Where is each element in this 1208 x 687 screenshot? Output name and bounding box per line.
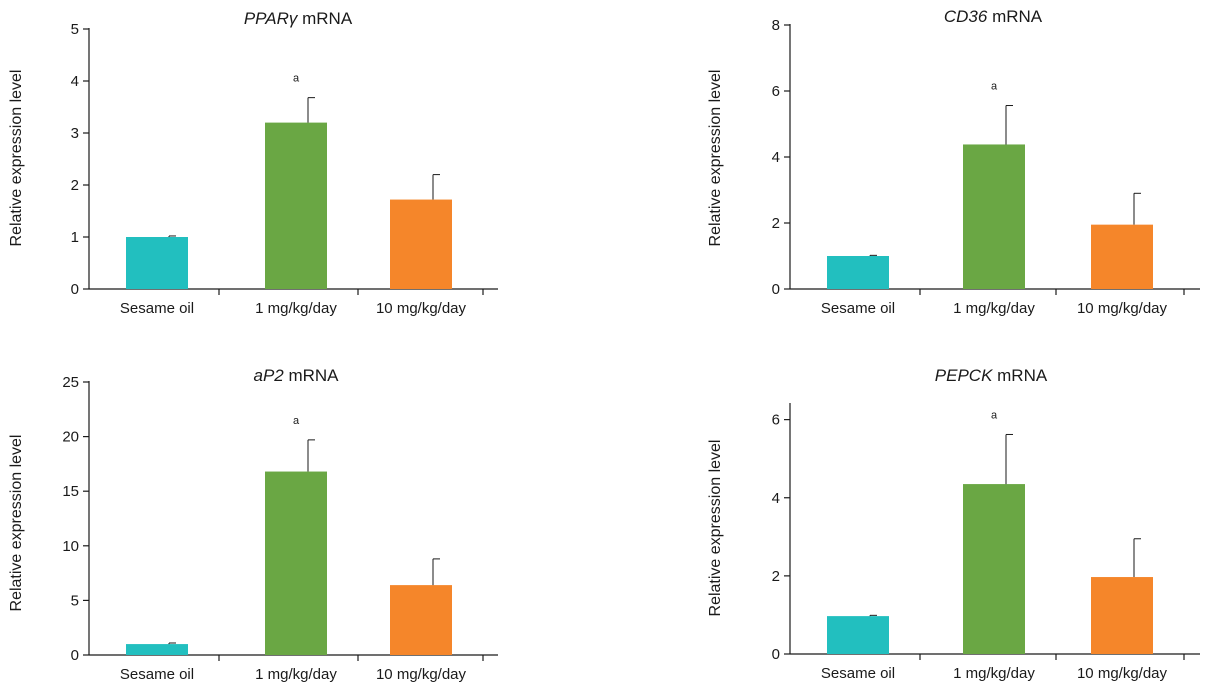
chart-title: PPARγ mRNA <box>244 9 353 28</box>
y-tick-label: 4 <box>772 490 780 507</box>
y-tick-label: 2 <box>71 177 79 194</box>
chart-title-gene: aP2 <box>253 366 284 385</box>
pparg-chart: PPARγ mRNA Relative expression level 0 1 2 3 4… <box>0 0 600 340</box>
x-tick-label: 10 mg/kg/day <box>1077 665 1168 682</box>
chart-title-suffix: mRNA <box>297 9 352 28</box>
ap2-chart: aP2 mRNA Relative expression level 0 5 10 15 2… <box>0 345 600 687</box>
chart-title-suffix: mRNA <box>992 366 1047 385</box>
bar-3 <box>1091 577 1153 654</box>
significance-label: a <box>293 73 300 85</box>
significance-label: a <box>991 409 998 421</box>
chart-title-gene: CD36 <box>944 7 988 26</box>
bar-2 <box>963 484 1025 654</box>
y-axis-label: Relative expression level <box>8 70 25 247</box>
y-tick-label: 0 <box>772 646 780 663</box>
y-tick-label: 5 <box>71 592 79 609</box>
chart-title: aP2 mRNA <box>253 366 339 385</box>
x-tick-label: 1 mg/kg/day <box>953 665 1035 682</box>
y-tick-label: 20 <box>62 429 79 446</box>
y-tick-label: 2 <box>772 568 780 585</box>
x-tick-label: 1 mg/kg/day <box>953 300 1035 317</box>
x-tick-label: Sesame oil <box>120 666 194 683</box>
y-tick-label: 6 <box>772 83 780 100</box>
bar-1 <box>827 616 889 654</box>
bar-2 <box>963 144 1025 289</box>
y-tick-label: 25 <box>62 374 79 391</box>
y-tick-label: 6 <box>772 412 780 429</box>
x-tick-label: 10 mg/kg/day <box>376 300 467 317</box>
y-tick-label: 15 <box>62 483 79 500</box>
bar-2 <box>265 471 327 655</box>
y-tick-label: 0 <box>772 281 780 298</box>
y-axis-label: Relative expression level <box>707 70 724 247</box>
chart-svg: PPARγ mRNA Relative expression level 0 1 2 3 4… <box>8 9 498 317</box>
y-tick-label: 8 <box>772 17 780 34</box>
bar-2 <box>265 122 327 289</box>
chart-title-suffix: mRNA <box>284 366 339 385</box>
x-tick-label: 1 mg/kg/day <box>255 300 337 317</box>
chart-title: CD36 mRNA <box>944 7 1043 26</box>
y-tick-label: 4 <box>772 149 780 166</box>
bar-3 <box>390 585 452 655</box>
chart-title-gene: PEPCK <box>935 366 993 385</box>
y-tick-label: 2 <box>772 215 780 232</box>
cd36-chart: CD36 mRNA Relative expression level 0 2 4 6 8 S… <box>700 0 1208 340</box>
chart-svg: PEPCK mRNA Relative expression level 0 2 4 6 S… <box>707 366 1200 682</box>
pepck-chart: PEPCK mRNA Relative expression level 0 2 4 6 S… <box>700 345 1208 687</box>
bar-3 <box>390 199 452 289</box>
bar-1 <box>126 644 188 655</box>
y-tick-label: 1 <box>71 229 79 246</box>
bar-3 <box>1091 224 1153 289</box>
x-tick-label: Sesame oil <box>120 300 194 317</box>
x-tick-label: Sesame oil <box>821 665 895 682</box>
x-tick-label: Sesame oil <box>821 300 895 317</box>
x-tick-label: 1 mg/kg/day <box>255 666 337 683</box>
x-tick-label: 10 mg/kg/day <box>1077 300 1168 317</box>
chart-title-suffix: mRNA <box>987 7 1042 26</box>
y-tick-label: 3 <box>71 125 79 142</box>
chart-svg: CD36 mRNA Relative expression level 0 2 4 6 8 S… <box>707 7 1200 317</box>
x-tick-label: 10 mg/kg/day <box>376 666 467 683</box>
chart-title-gene: PPARγ <box>244 9 299 28</box>
chart-title: PEPCK mRNA <box>935 366 1048 385</box>
y-axis-label: Relative expression level <box>707 440 724 617</box>
chart-svg: aP2 mRNA Relative expression level 0 5 10 15 2… <box>8 366 498 683</box>
significance-label: a <box>991 81 998 93</box>
bar-1 <box>126 237 188 289</box>
y-tick-label: 0 <box>71 647 79 664</box>
bar-1 <box>827 256 889 289</box>
y-tick-label: 5 <box>71 21 79 38</box>
y-tick-label: 4 <box>71 73 79 90</box>
significance-label: a <box>293 415 300 427</box>
y-axis-label: Relative expression level <box>8 435 25 612</box>
y-tick-label: 10 <box>62 538 79 555</box>
y-tick-label: 0 <box>71 281 79 298</box>
